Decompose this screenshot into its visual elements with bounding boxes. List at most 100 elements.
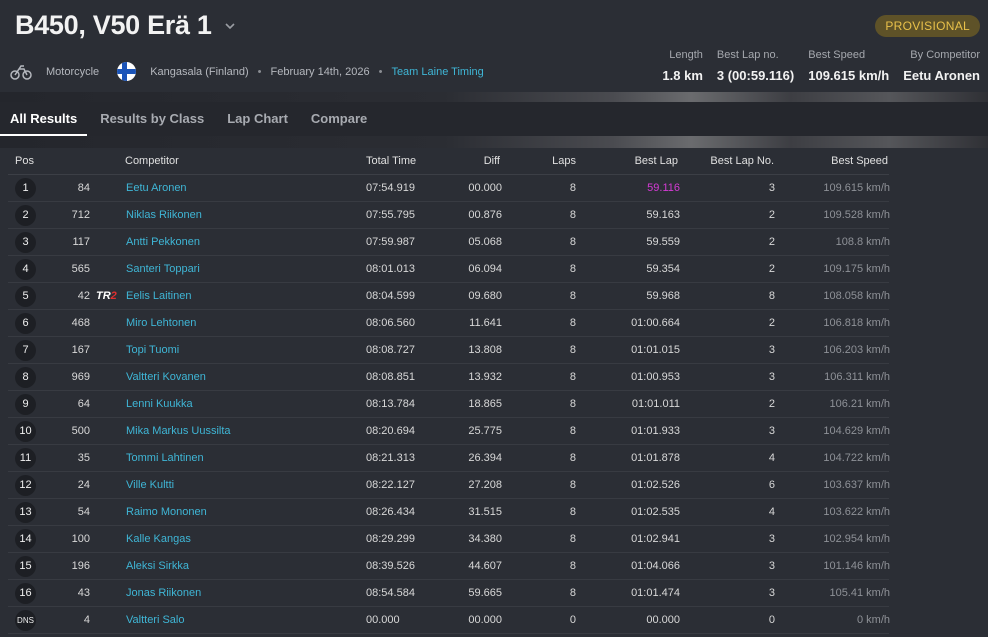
col-diff[interactable]: Diff — [483, 155, 500, 167]
competitor-link[interactable]: Antti Pekkonen — [126, 236, 200, 248]
best-lap: 00.000 — [646, 614, 680, 626]
race-number: 24 — [77, 479, 90, 491]
best-lap-no: 3 — [768, 182, 775, 194]
table-body: 1 84 Eetu Aronen 07:54.919 00.000 8 59.116 3 109… — [8, 175, 890, 634]
best-lap: 01:00.664 — [631, 317, 680, 329]
col-competitor[interactable]: Competitor — [125, 155, 179, 167]
col-total-time[interactable]: Total Time — [366, 155, 417, 167]
race-number: 117 — [72, 236, 90, 248]
best-lap-no: 3 — [768, 533, 775, 545]
best-speed: 0 km/h — [856, 614, 890, 626]
results-table: Pos Competitor Total Time Diff Laps Best… — [8, 148, 890, 634]
position-badge: 15 — [15, 556, 36, 577]
total-time: 07:59.987 — [366, 236, 415, 248]
organizer-link[interactable]: Team Laine Timing — [391, 65, 484, 78]
competitor-link[interactable]: Eelis Laitinen — [126, 290, 192, 302]
race-number: 42 — [77, 290, 90, 302]
table-row[interactable]: 14 100 Kalle Kangas 08:29.299 34.380 8 01:02.9… — [8, 526, 890, 553]
table-row[interactable]: 1 84 Eetu Aronen 07:54.919 00.000 8 59.116 3 109… — [8, 175, 890, 202]
tab-lap-chart[interactable]: Lap Chart — [227, 111, 288, 126]
table-row[interactable]: 4 565 Santeri Toppari 08:01.013 06.094 8 59.35… — [8, 256, 890, 283]
best-lap-no: 4 — [768, 452, 775, 464]
best-lap-no: 0 — [768, 614, 775, 626]
laps: 8 — [569, 290, 576, 302]
table-row[interactable]: 6 468 Miro Lehtonen 08:06.560 11.641 8 01:00.6… — [8, 310, 890, 337]
competitor-link[interactable]: Aleksi Sirkka — [126, 560, 189, 572]
competitor-link[interactable]: Lenni Kuukka — [126, 398, 193, 410]
position-badge: 6 — [15, 313, 36, 334]
table-row[interactable]: 7 167 Topi Tuomi 08:08.727 13.808 8 01:01.015 3… — [8, 337, 890, 364]
table-row[interactable]: 16 43 Jonas Riikonen 08:54.584 59.665 8 01:01.… — [8, 580, 890, 607]
competitor-link[interactable]: Raimo Mononen — [126, 506, 207, 518]
table-row[interactable]: 10 500 Mika Markus Uussilta 08:20.694 25.775… — [8, 418, 890, 445]
table-row[interactable]: 3 117 Antti Pekkonen 07:59.987 05.068 8 59.559… — [8, 229, 890, 256]
competitor-link[interactable]: Valtteri Salo — [126, 614, 185, 626]
stat-best-speed: Best Speed 109.615 km/h — [808, 49, 890, 83]
competitor-link[interactable]: Tommi Lahtinen — [126, 452, 204, 464]
stat-length: Length 1.8 km — [662, 49, 703, 83]
table-row[interactable]: DNS 4 Valtteri Salo 00.000 00.000 0 00.000 0 0 k… — [8, 607, 890, 634]
best-lap: 01:02.535 — [631, 506, 680, 518]
total-time: 00.000 — [366, 614, 400, 626]
table-row[interactable]: 2 712 Niklas Riikonen 07:55.795 00.876 8 59.16… — [8, 202, 890, 229]
laps: 8 — [569, 236, 576, 248]
table-row[interactable]: 9 64 Lenni Kuukka 08:13.784 18.865 8 01:01.011… — [8, 391, 890, 418]
competitor-link[interactable]: Santeri Toppari — [126, 263, 200, 275]
finland-flag-icon — [117, 62, 137, 81]
laps: 8 — [569, 587, 576, 599]
position-badge: 12 — [15, 475, 36, 496]
col-best-lap-no[interactable]: Best Lap No. — [710, 155, 774, 167]
tab-results-by-class[interactable]: Results by Class — [100, 111, 205, 126]
race-number: 100 — [71, 533, 90, 545]
col-laps[interactable]: Laps — [552, 155, 576, 167]
best-lap-no: 2 — [768, 317, 775, 329]
race-stats: Length 1.8 km Best Lap no. 3 (00:59.116)… — [648, 49, 980, 83]
laps: 8 — [569, 479, 576, 491]
chevron-down-icon[interactable] — [222, 18, 238, 34]
position-badge: 3 — [15, 232, 36, 253]
laps: 8 — [569, 560, 576, 572]
table-row[interactable]: 8 969 Valtteri Kovanen 08:08.851 13.932 8 01:0… — [8, 364, 890, 391]
col-pos[interactable]: Pos — [15, 155, 34, 167]
best-speed: 109.615 km/h — [823, 182, 890, 194]
race-number: 196 — [71, 560, 90, 572]
table-row[interactable]: 15 196 Aleksi Sirkka 08:39.526 44.607 8 01:04.… — [8, 553, 890, 580]
competitor-link[interactable]: Miro Lehtonen — [126, 317, 197, 329]
total-time: 08:04.599 — [366, 290, 415, 302]
best-lap-no: 3 — [768, 560, 775, 572]
col-best-lap[interactable]: Best Lap — [634, 155, 678, 167]
tab-all-results[interactable]: All Results — [0, 102, 88, 136]
table-row[interactable]: 13 54 Raimo Mononen 08:26.434 31.515 8 01:02.5… — [8, 499, 890, 526]
tab-compare[interactable]: Compare — [310, 111, 368, 126]
competitor-link[interactable]: Jonas Riikonen — [126, 587, 202, 599]
laps: 8 — [569, 209, 576, 221]
competitor-link[interactable]: Topi Tuomi — [126, 344, 180, 356]
competitor-link[interactable]: Niklas Riikonen — [126, 209, 202, 221]
table-row[interactable]: 11 35 Tommi Lahtinen 08:21.313 26.394 8 01:01.… — [8, 445, 890, 472]
best-lap: 59.354 — [646, 263, 680, 275]
competitor-link[interactable]: Eetu Aronen — [126, 182, 187, 194]
table-row[interactable]: 5 42 TR2 Eelis Laitinen 08:04.599 09.680 8 59.9… — [8, 283, 890, 310]
separator: • — [378, 65, 383, 78]
best-lap-no: 3 — [768, 425, 775, 437]
best-lap-no: 2 — [768, 209, 775, 221]
competitor-link[interactable]: Mika Markus Uussilta — [126, 425, 231, 437]
stat-by-competitor: By Competitor Eetu Aronen — [903, 49, 980, 83]
table-row[interactable]: 12 24 Ville Kultti 08:22.127 27.208 8 01:02.52… — [8, 472, 890, 499]
total-time: 08:01.013 — [366, 263, 415, 275]
col-best-speed[interactable]: Best Speed — [831, 155, 888, 167]
diff: 09.680 — [468, 290, 502, 302]
best-lap: 01:02.941 — [631, 533, 680, 545]
best-lap: 01:01.878 — [631, 452, 680, 464]
competitor-link[interactable]: Kalle Kangas — [126, 533, 191, 545]
total-time: 08:13.784 — [366, 398, 415, 410]
diff: 26.394 — [468, 452, 502, 464]
total-time: 08:08.851 — [366, 371, 415, 383]
diff: 31.515 — [468, 506, 502, 518]
diff: 27.208 — [468, 479, 502, 491]
best-speed: 108.058 km/h — [823, 290, 890, 302]
competitor-link[interactable]: Valtteri Kovanen — [126, 371, 206, 383]
competitor-link[interactable]: Ville Kultti — [126, 479, 175, 491]
total-time: 08:06.560 — [366, 317, 415, 329]
race-number: 64 — [77, 398, 90, 410]
